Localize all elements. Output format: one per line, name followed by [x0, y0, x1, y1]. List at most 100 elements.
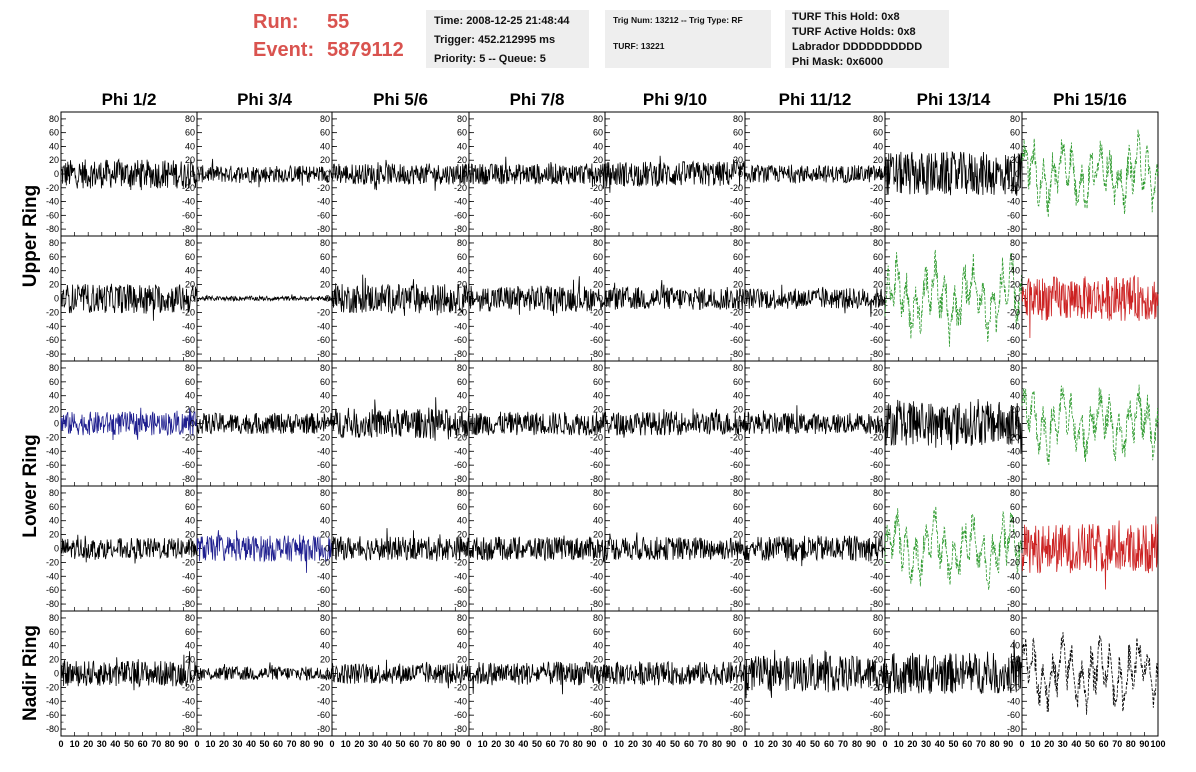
- waveform-trace: [469, 535, 606, 563]
- y-tick-label: -60: [454, 710, 467, 720]
- y-tick-label: 0: [325, 669, 330, 679]
- y-tick-label: -80: [46, 224, 59, 234]
- y-tick-label: -40: [182, 696, 195, 706]
- y-tick-label: 0: [190, 169, 195, 179]
- y-tick-label: 20: [185, 655, 195, 665]
- panel-frame: [604, 610, 746, 737]
- y-tick-label: 80: [733, 363, 743, 373]
- waveform-trace: [196, 530, 333, 573]
- y-tick-label: 0: [878, 169, 883, 179]
- x-tick-label: 70: [698, 739, 708, 749]
- x-tick-label: 30: [782, 739, 792, 749]
- x-tick-label: 10: [1031, 739, 1041, 749]
- y-tick-label: -40: [454, 696, 467, 706]
- x-tick-label: 40: [656, 739, 666, 749]
- priority-line: Priority: 5 -- Queue: 5: [434, 53, 546, 65]
- y-tick-label: 40: [185, 391, 195, 401]
- x-tick-label: 50: [259, 739, 269, 749]
- y-tick-label: 20: [320, 655, 330, 665]
- y-tick-label: 60: [49, 252, 59, 262]
- y-tick-label: -60: [317, 585, 330, 595]
- y-tick-label: -60: [317, 710, 330, 720]
- y-tick-label: -40: [317, 446, 330, 456]
- y-tick-label: 60: [185, 627, 195, 637]
- waveform-trace: [60, 534, 198, 564]
- x-tick-label: 0: [329, 739, 334, 749]
- y-tick-label: 40: [320, 141, 330, 151]
- y-tick-label: -20: [317, 183, 330, 193]
- column-header: Phi 9/10: [643, 90, 707, 109]
- y-tick-label: -60: [454, 335, 467, 345]
- y-tick-label: -60: [590, 210, 603, 220]
- y-tick-label: 80: [185, 363, 195, 373]
- waveform-trace: [1021, 129, 1159, 218]
- y-tick-label: -80: [590, 474, 603, 484]
- y-tick-label: -40: [730, 197, 743, 207]
- y-tick-label: -20: [870, 557, 883, 567]
- waveform-trace: [468, 661, 606, 695]
- x-tick-label: 50: [1085, 739, 1095, 749]
- y-tick-label: 0: [54, 169, 59, 179]
- y-tick-label: 60: [733, 252, 743, 262]
- y-tick-label: 0: [878, 544, 883, 554]
- y-tick-label: -60: [46, 585, 59, 595]
- x-tick-label: 0: [466, 739, 471, 749]
- y-tick-label: 40: [733, 516, 743, 526]
- y-tick-label: -60: [46, 210, 59, 220]
- y-tick-label: 20: [1010, 155, 1020, 165]
- y-tick-label: 40: [320, 266, 330, 276]
- y-tick-label: -20: [1007, 682, 1020, 692]
- y-tick-label: 80: [593, 613, 603, 623]
- y-tick-label: -80: [590, 349, 603, 359]
- y-tick-label: -60: [730, 335, 743, 345]
- y-tick-label: 60: [733, 627, 743, 637]
- y-tick-label: 0: [1015, 294, 1020, 304]
- y-tick-label: -20: [590, 682, 603, 692]
- waveform-trace: [60, 407, 198, 441]
- y-tick-label: -20: [182, 307, 195, 317]
- y-tick-label: 80: [49, 613, 59, 623]
- x-tick-label: 0: [882, 739, 887, 749]
- y-tick-label: -20: [730, 307, 743, 317]
- y-tick-label: -20: [870, 432, 883, 442]
- waveform-trace: [604, 155, 746, 193]
- y-tick-label: -80: [1007, 599, 1020, 609]
- x-tick-label: 70: [423, 739, 433, 749]
- column-header: Phi 1/2: [102, 90, 157, 109]
- waveform-trace: [60, 283, 198, 321]
- y-tick-label: 0: [1015, 544, 1020, 554]
- trig-num-line: Trig Num: 13212 -- Trig Type: RF: [613, 15, 743, 25]
- y-tick-label: -60: [1007, 335, 1020, 345]
- y-tick-label: 60: [873, 502, 883, 512]
- x-tick-label: 50: [395, 739, 405, 749]
- y-tick-label: -20: [1007, 432, 1020, 442]
- timing-info-box: Time: 2008-12-25 21:48:44 Trigger: 452.2…: [426, 10, 589, 68]
- row-label: Lower Ring: [20, 434, 41, 537]
- x-tick-label: 40: [1071, 739, 1081, 749]
- y-tick-label: -40: [1007, 696, 1020, 706]
- y-tick-label: 60: [733, 128, 743, 138]
- y-tick-label: 20: [873, 530, 883, 540]
- y-tick-label: -20: [46, 307, 59, 317]
- y-tick-label: -60: [182, 710, 195, 720]
- x-tick-label: 10: [894, 739, 904, 749]
- y-tick-label: 20: [1010, 280, 1020, 290]
- y-tick-label: -40: [590, 571, 603, 581]
- y-tick-label: -80: [317, 349, 330, 359]
- y-tick-label: -40: [46, 571, 59, 581]
- x-tick-label: 40: [796, 739, 806, 749]
- x-tick-label: 20: [219, 739, 229, 749]
- y-tick-label: 60: [185, 128, 195, 138]
- y-tick-label: 60: [457, 627, 467, 637]
- y-tick-label: -80: [317, 724, 330, 734]
- y-tick-label: -20: [317, 307, 330, 317]
- y-tick-label: 40: [593, 266, 603, 276]
- x-tick-label: 50: [532, 739, 542, 749]
- y-tick-label: 0: [738, 419, 743, 429]
- y-tick-label: -20: [590, 183, 603, 193]
- y-tick-label: 80: [593, 238, 603, 248]
- y-tick-label: 40: [49, 516, 59, 526]
- x-tick-label: 70: [838, 739, 848, 749]
- y-tick-label: -40: [870, 446, 883, 456]
